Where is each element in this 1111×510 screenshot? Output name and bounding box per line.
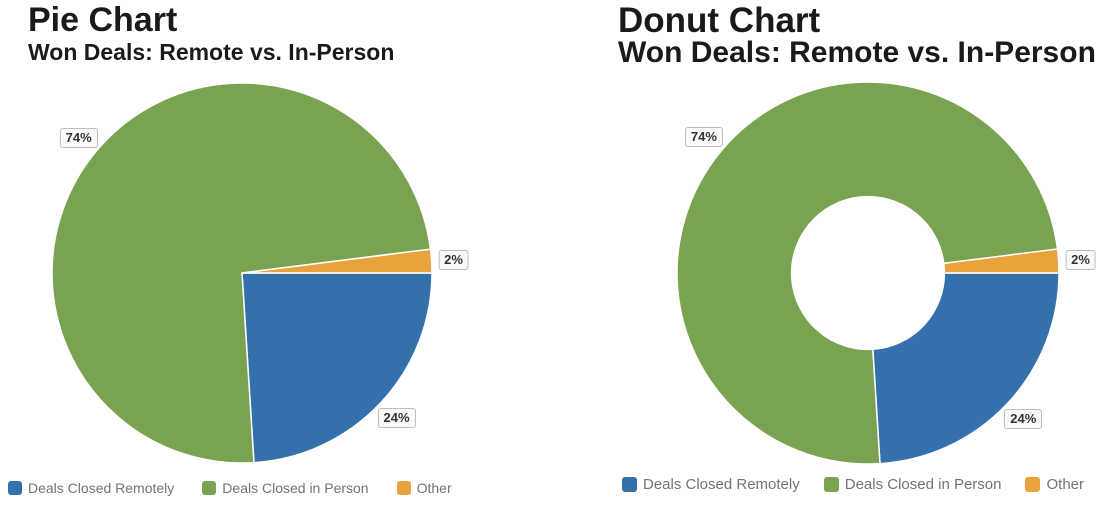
donut-chart-subtitle: Won Deals: Remote vs. In-Person (618, 36, 1096, 69)
pie-legend: Deals Closed Remotely Deals Closed in Per… (8, 480, 452, 496)
pie-chart-subtitle: Won Deals: Remote vs. In-Person (28, 39, 395, 65)
data-label-deals-closed-in-person: 74% (684, 127, 723, 148)
pie-slice-deals-closed-remotely[interactable] (241, 272, 433, 464)
legend-item-deals-closed-remotely[interactable]: Deals Closed Remotely (8, 480, 174, 496)
pie-slice-other[interactable] (241, 248, 433, 274)
donut-chart-title: Donut Chart (618, 1, 821, 40)
donut-slice-other[interactable] (943, 248, 1060, 274)
donut-legend: Deals Closed Remotely Deals Closed in Per… (622, 476, 1084, 493)
legend-item-label: Other (416, 480, 452, 496)
legend-swatch-icon (396, 481, 411, 495)
data-label-deals-closed-remotely: 24% (377, 408, 416, 429)
legend-swatch-icon (823, 477, 839, 492)
pie-chart-plot (51, 82, 433, 464)
donut-slice-deals-closed-in-person[interactable] (676, 81, 1059, 465)
legend-item-label: Deals Closed in Person (222, 480, 369, 496)
pie-chart-title: Pie Chart (28, 1, 178, 39)
donut-chart-plot (676, 81, 1060, 465)
legend-item-deals-closed-remotely[interactable]: Deals Closed Remotely (622, 476, 800, 493)
legend-item-deals-closed-in-person[interactable]: Deals Closed in Person (823, 476, 1002, 493)
legend-swatch-icon (1025, 477, 1041, 492)
legend-item-other[interactable]: Other (1025, 476, 1084, 493)
legend-item-label: Deals Closed Remotely (28, 480, 175, 496)
legend-swatch-icon (202, 481, 217, 495)
legend-item-label: Other (1046, 476, 1084, 493)
donut-slice-deals-closed-remotely[interactable] (872, 272, 1060, 465)
legend-swatch-icon (622, 477, 637, 492)
legend-item-other[interactable]: Other (396, 480, 452, 496)
legend-item-label: Deals Closed Remotely (643, 476, 800, 493)
data-label-deals-closed-remotely: 24% (1004, 408, 1043, 429)
legend-item-deals-closed-in-person[interactable]: Deals Closed in Person (202, 480, 369, 496)
legend-item-label: Deals Closed in Person (844, 476, 1002, 493)
legend-swatch-icon (8, 481, 22, 495)
data-label-other: 2% (1065, 249, 1096, 270)
data-label-other: 2% (438, 249, 469, 270)
data-label-deals-closed-in-person: 74% (59, 127, 98, 148)
